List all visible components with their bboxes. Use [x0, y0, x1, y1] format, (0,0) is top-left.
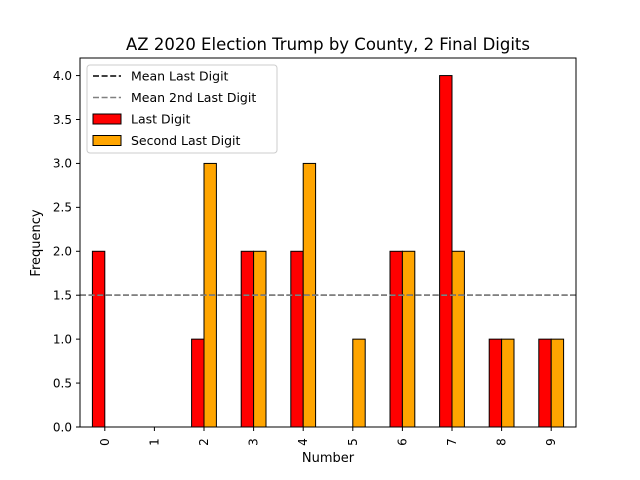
x-tick-label: 3 — [247, 438, 261, 446]
y-tick-label: 2.5 — [53, 201, 72, 215]
chart-title: AZ 2020 Election Trump by County, 2 Fina… — [126, 35, 530, 54]
bar-last-digit-4 — [290, 250, 304, 428]
bar-second-last-digit-3 — [253, 250, 267, 428]
y-tick-label: 1.0 — [53, 332, 72, 346]
y-tick-label: 0.5 — [53, 376, 72, 390]
legend-label: Mean Last Digit — [131, 69, 229, 84]
x-tick-label: 9 — [544, 438, 558, 446]
bar-last-digit-2 — [191, 338, 205, 428]
legend-box — [86, 64, 278, 154]
legend-label: Second Last Digit — [131, 133, 240, 148]
x-tick-label: 8 — [495, 438, 509, 446]
y-tick-label: 0.0 — [53, 420, 72, 434]
bar-last-digit-8 — [488, 338, 503, 428]
bar-last-digit-0 — [91, 250, 106, 428]
x-tick-label: 0 — [98, 438, 112, 446]
x-tick-label: 6 — [395, 438, 409, 446]
x-tick-label: 2 — [197, 438, 211, 446]
x-tick-label: 5 — [346, 438, 360, 446]
y-tick-label: 3.0 — [53, 157, 72, 171]
y-tick-label: 2.0 — [53, 245, 72, 259]
bar-last-digit-9 — [538, 338, 552, 428]
x-axis: 0 1 2 3 4 5 6 7 8 9 — [98, 427, 558, 446]
legend-patch-marker — [92, 113, 122, 125]
bar-second-last-digit-5 — [352, 338, 366, 428]
bar-second-last-digit-8 — [501, 338, 515, 428]
bar-second-last-digit-7 — [451, 250, 465, 428]
legend: Mean Last Digit Mean 2nd Last Digit Last D… — [86, 64, 278, 154]
x-tick-label: 4 — [296, 438, 310, 446]
legend-label: Mean 2nd Last Digit — [131, 90, 256, 105]
x-tick-label: 1 — [147, 438, 161, 446]
bar-second-last-digit-9 — [550, 338, 565, 428]
y-axis: 0.0 0.5 1.0 1.5 2.0 2.5 3.0 3.5 4.0 — [53, 69, 80, 434]
legend-patch-marker — [92, 135, 122, 146]
y-tick-label: 4.0 — [53, 69, 72, 83]
x-tick-label: 7 — [445, 438, 459, 446]
y-tick-label: 3.5 — [53, 113, 72, 127]
y-tick-label: 1.5 — [53, 289, 72, 303]
bar-last-digit-3 — [240, 250, 255, 428]
x-axis-label: Number — [302, 451, 355, 466]
bar-last-digit-6 — [389, 250, 403, 428]
plot-frame — [79, 57, 577, 428]
legend-label: Last Digit — [131, 112, 191, 127]
y-axis-label: Frequency — [29, 209, 44, 276]
bar-last-digit-7 — [439, 75, 453, 428]
bar-second-last-digit-6 — [401, 250, 416, 428]
